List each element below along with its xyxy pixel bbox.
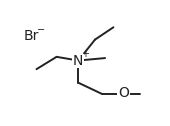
Text: −: − [37, 25, 45, 35]
Text: N: N [73, 54, 83, 68]
Text: O: O [118, 86, 129, 100]
Text: Br: Br [24, 29, 39, 43]
Text: +: + [81, 49, 89, 59]
